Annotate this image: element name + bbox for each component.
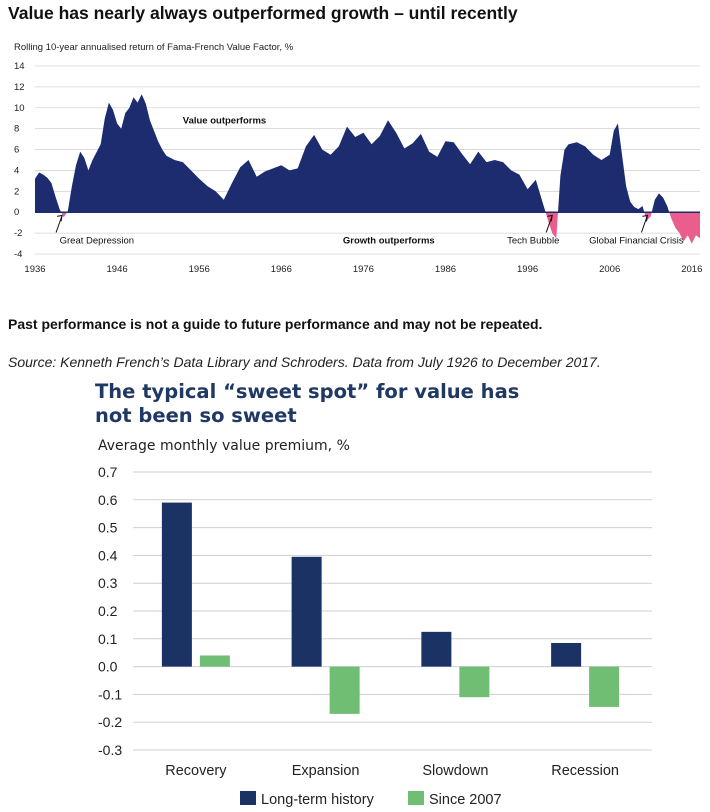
area-x-tick-label: 2016 — [681, 264, 702, 275]
bar-recession-long-term — [551, 642, 582, 667]
bar-category-label: Slowdown — [422, 763, 488, 779]
area-positive-region — [35, 94, 700, 213]
legend-label: Since 2007 — [429, 792, 502, 808]
area-x-tick-labels: 1936 1946 1956 1966 1976 1986 1996 2006 2016 — [24, 264, 702, 275]
area-x-tick-label: 1966 — [271, 264, 292, 275]
bar-y-tick-label: 0.2 — [98, 603, 118, 619]
legend-label: Long-term history — [261, 792, 375, 808]
legend-swatch — [408, 791, 424, 805]
area-y-tick-label: -2 — [14, 228, 22, 239]
bar-y-tick-label: 0.7 — [98, 464, 118, 480]
bar-expansion-long-term — [291, 556, 322, 667]
area-x-tick-label: 1976 — [353, 264, 374, 275]
area-y-tick-label: 12 — [14, 82, 25, 93]
area-y-tick-label: 0 — [14, 207, 19, 218]
chart1-title: Value has nearly always outperformed gro… — [8, 3, 518, 23]
bar-slowdown-since-2007 — [459, 666, 490, 698]
area-y-tick-label: 14 — [14, 61, 25, 72]
bar-y-tick-label: 0.4 — [98, 547, 118, 563]
area-y-tick-label: -4 — [14, 249, 22, 260]
bar-slowdown-long-term — [421, 631, 452, 667]
area-annotation-label: Global Financial Crisis — [589, 235, 684, 246]
bar-y-tick-label: 0.5 — [98, 520, 118, 536]
area-annotations: Value outperforms Growth outperforms Great… — [55, 115, 684, 246]
area-y-tick-label: 2 — [14, 186, 19, 197]
bar-recovery-since-2007 — [199, 655, 230, 667]
area-annotation-label: Value outperforms — [183, 115, 266, 126]
bar-marks — [161, 502, 620, 714]
value-premium-bar-chart: 0.7 0.6 0.5 0.4 0.3 0.2 0.1 0.0 -0.1 -0.2 -0.3 Rec… — [98, 464, 652, 808]
bar-y-tick-label: 0.0 — [98, 659, 118, 675]
area-x-tick-label: 1986 — [435, 264, 456, 275]
bar-y-tick-label: 0.6 — [98, 492, 118, 508]
area-x-tick-label: 1996 — [517, 264, 538, 275]
performance-disclaimer: Past performance is not a guide to futur… — [8, 316, 543, 332]
annotation-arrow — [545, 215, 553, 233]
bar-y-tick-label: 0.3 — [98, 575, 118, 591]
chart2-title: The typical “sweet spot” for value has n… — [95, 380, 520, 426]
area-annotation-label: Great Depression — [60, 235, 134, 246]
annotation-arrow — [55, 215, 63, 233]
bar-y-tick-labels: 0.7 0.6 0.5 0.4 0.3 0.2 0.1 0.0 -0.1 -0.2 -0.3 — [98, 464, 122, 758]
bar-gridlines — [133, 471, 652, 751]
bar-category-label: Recession — [551, 763, 619, 779]
bar-y-tick-label: -0.3 — [98, 742, 122, 758]
bar-category-labels: Recovery Expansion Slowdown Recession — [165, 763, 619, 779]
bar-recovery-long-term — [161, 502, 192, 667]
source-note: Source: Kenneth French’s Data Library an… — [8, 354, 601, 370]
bar-expansion-since-2007 — [329, 666, 360, 714]
area-x-tick-label: 2006 — [599, 264, 620, 275]
annotation-arrowhead — [547, 214, 553, 222]
annotation-arrowhead — [56, 214, 63, 222]
area-y-tick-labels: 14 12 10 8 6 4 2 0 -2 -4 — [14, 61, 25, 260]
bar-y-tick-label: -0.1 — [98, 686, 122, 702]
bar-legend: Long-term history Since 2007 — [240, 791, 502, 808]
bar-category-label: Recovery — [165, 763, 227, 779]
area-x-tick-label: 1946 — [107, 264, 128, 275]
value-factor-area-chart: 14 12 10 8 6 4 2 0 -2 -4 1936 1946 1956 1966 1976 1986… — [14, 61, 702, 275]
area-y-tick-label: 10 — [14, 103, 25, 114]
area-y-tick-label: 4 — [14, 165, 19, 176]
bar-category-label: Expansion — [292, 763, 360, 779]
area-x-tick-label: 1936 — [24, 264, 45, 275]
bar-y-tick-label: -0.2 — [98, 714, 122, 730]
annotation-arrowhead — [642, 214, 649, 222]
area-annotation-label: Tech Bubble — [507, 235, 559, 246]
annotation-arrow — [640, 215, 648, 233]
legend-swatch — [240, 791, 256, 805]
chart1-subtitle: Rolling 10-year annualised return of Fam… — [14, 42, 294, 53]
area-annotation-label: Growth outperforms — [343, 235, 435, 246]
chart2-y-axis-label: Average monthly value premium, % — [98, 438, 350, 454]
bar-y-tick-label: 0.1 — [98, 631, 118, 647]
area-y-tick-label: 8 — [14, 124, 19, 135]
bar-recession-since-2007 — [589, 666, 620, 707]
area-x-tick-label: 1956 — [189, 264, 210, 275]
area-y-tick-label: 6 — [14, 145, 19, 156]
